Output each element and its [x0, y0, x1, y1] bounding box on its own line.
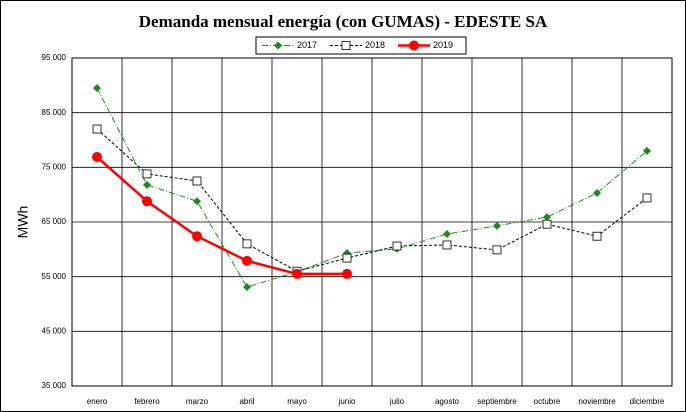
chart-title: Demanda mensual energía (con GUMAS) - ED…	[139, 12, 548, 31]
marker	[543, 213, 551, 222]
x-tick-label: febrero	[134, 397, 160, 406]
marker	[593, 189, 601, 198]
x-tick-label: octubre	[534, 397, 561, 406]
x-tick-label: junio	[338, 397, 356, 406]
x-tick-label: diciembre	[630, 397, 665, 406]
marker	[592, 231, 602, 241]
marker	[493, 221, 501, 230]
marker	[243, 283, 251, 292]
series-line	[96, 156, 347, 276]
marker	[142, 169, 152, 179]
x-tick-label: enero	[87, 397, 108, 406]
legend-marker	[274, 41, 282, 50]
marker	[392, 241, 402, 251]
x-tick-label: agosto	[435, 397, 460, 406]
marker	[443, 230, 451, 239]
legend-marker	[341, 41, 351, 50]
x-tick-label: mayo	[287, 397, 307, 406]
marker	[142, 196, 152, 207]
y-tick-label: 75 000	[42, 162, 67, 171]
x-tick-label: septiembre	[477, 397, 517, 406]
x-tick-label: julio	[389, 397, 405, 406]
marker	[192, 176, 202, 186]
y-tick-label: 35 000	[42, 381, 67, 390]
y-tick-label: 65 000	[42, 217, 67, 226]
marker	[93, 84, 101, 93]
y-tick-label: 95 000	[42, 53, 67, 62]
x-tick-label: marzo	[186, 397, 209, 406]
y-axis-label: MWh	[15, 206, 31, 239]
marker	[342, 253, 352, 263]
legend-label: 2018	[365, 40, 385, 50]
series-line	[96, 128, 648, 272]
legend-label: 2017	[297, 40, 317, 50]
marker	[242, 255, 252, 266]
marker	[442, 240, 452, 250]
marker	[92, 124, 102, 134]
marker	[642, 193, 652, 203]
marker	[92, 151, 102, 162]
y-tick-label: 55 000	[42, 272, 67, 281]
x-tick-label: abril	[239, 397, 254, 406]
marker	[193, 197, 201, 206]
marker	[143, 180, 151, 189]
marker	[342, 268, 352, 279]
y-tick-label: 85 000	[42, 108, 67, 117]
marker	[292, 268, 302, 279]
marker	[192, 231, 202, 242]
marker	[492, 245, 502, 255]
x-tick-label: noviembre	[578, 397, 616, 406]
y-tick-label: 45 000	[42, 326, 67, 335]
marker	[643, 146, 651, 155]
marker	[242, 239, 252, 249]
legend-marker	[409, 40, 419, 51]
legend-label: 2019	[433, 40, 453, 50]
marker	[542, 219, 552, 229]
